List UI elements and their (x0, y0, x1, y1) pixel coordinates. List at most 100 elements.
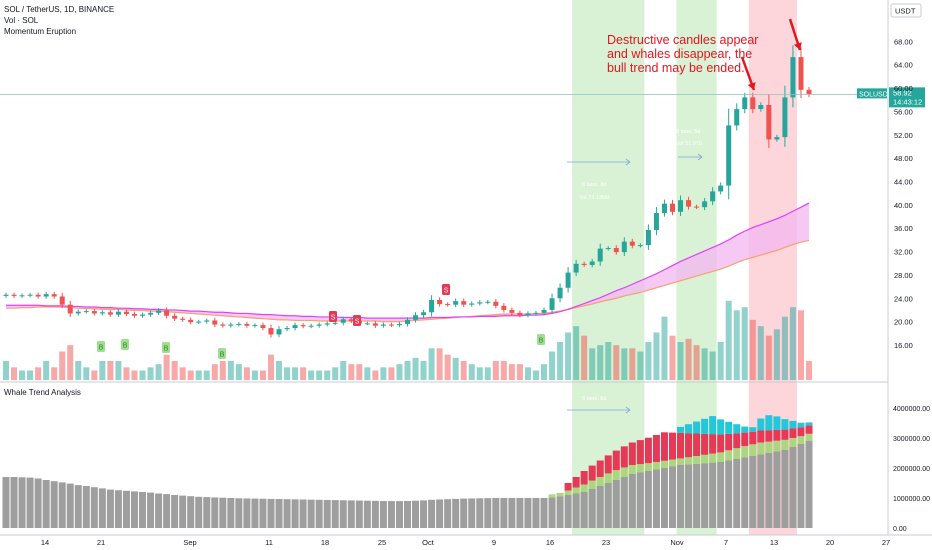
whale-bar-base (267, 498, 275, 528)
whale-bar-cyan (685, 424, 693, 434)
volume-bar (316, 370, 323, 380)
whale-bar-base (106, 489, 114, 528)
whale-bar-base (540, 498, 548, 528)
whale-bar-base (805, 441, 813, 528)
time-tick-label: Nov (670, 538, 684, 547)
volume-bar (396, 364, 403, 380)
candle-body (228, 324, 234, 326)
buy-marker (218, 348, 226, 359)
time-tick-label: Oct (422, 538, 435, 547)
whale-bar-base (243, 498, 251, 528)
candle-body (517, 312, 523, 316)
measure-lower-bars: 8 bars, 8d (582, 396, 606, 402)
price-tick-label: 64.00 (894, 61, 913, 70)
whale-bar-base (235, 498, 243, 528)
candle-body (59, 296, 65, 305)
whale-bar-green (765, 441, 773, 453)
candle-body (461, 301, 467, 305)
volume-bar (781, 316, 788, 380)
whale-bar-base (347, 500, 355, 528)
whale-bar-red (580, 471, 588, 485)
whale-bar-base (10, 477, 18, 528)
volume-bar (452, 357, 459, 380)
sell-marker (329, 311, 337, 322)
volume-bar (267, 354, 274, 380)
whale-bar-base (163, 494, 171, 528)
whale-bar-red (628, 442, 636, 465)
candle-body (742, 97, 748, 110)
volume-bar (163, 354, 170, 380)
whale-bar-base (580, 492, 588, 528)
time-tick-label: 18 (321, 538, 329, 547)
candle-body (172, 315, 178, 319)
volume-bar (725, 300, 732, 380)
candle-body (332, 322, 338, 324)
whale-bar-cyan (749, 427, 757, 432)
candle-body (19, 295, 25, 297)
volume-bar (259, 370, 266, 380)
volume-bar (460, 361, 467, 380)
candle-body (726, 125, 732, 186)
measure-right-head (697, 153, 703, 161)
candle-body (694, 206, 700, 208)
volume-bar (67, 345, 74, 380)
price-tick-label: 68.00 (894, 37, 913, 46)
volume-bar (219, 361, 226, 380)
volume-bar (581, 335, 588, 380)
volume-bar (693, 345, 700, 380)
whale-bar-base (548, 497, 556, 528)
buy-marker (121, 339, 129, 350)
volume-bar (621, 348, 628, 380)
whale-bar-green (580, 484, 588, 492)
volume-bar (380, 367, 387, 380)
candle-body (348, 319, 354, 322)
candle-body (188, 319, 194, 323)
whale-bar-red (685, 433, 693, 458)
candle-body (43, 294, 49, 297)
volume-bar (765, 335, 772, 380)
whale-bar-base (757, 454, 765, 528)
candle-body (557, 287, 563, 299)
candle-body (766, 104, 772, 140)
price-tick-label: 32.00 (894, 248, 913, 257)
volume-bar (806, 361, 812, 380)
whale-bar-base (187, 496, 195, 528)
candle-body (645, 229, 651, 246)
whale-bar-base (436, 499, 444, 528)
volume-bar (637, 351, 644, 380)
whale-bar-base (444, 499, 452, 528)
volume-bar (468, 364, 475, 380)
candle-body (3, 294, 9, 296)
whale-bar-cyan (709, 416, 717, 435)
candle-body (750, 97, 756, 110)
candle-body (758, 104, 764, 110)
whale-bar-red (564, 483, 572, 491)
candle-body (212, 320, 218, 325)
whale-bar-base (492, 498, 500, 528)
whale-bar-green (572, 487, 580, 494)
candle-body (308, 325, 314, 327)
volume-bar (613, 345, 620, 380)
whale-bar-base (259, 498, 267, 528)
time-tick-label: 13 (770, 538, 778, 547)
candle-body (605, 248, 611, 250)
candle-body (485, 301, 491, 303)
candle-body (806, 89, 812, 95)
time-tick-label: 7 (724, 538, 728, 547)
whale-bar-base (468, 498, 476, 528)
whale-bar-base (203, 497, 211, 528)
volume-bar (428, 348, 435, 380)
whale-bar-base (90, 487, 98, 528)
volume-bar (484, 367, 491, 380)
volume-bar (11, 367, 18, 380)
whale-bar-base (130, 491, 138, 528)
whale-bar-base (299, 499, 307, 528)
candle-body (429, 300, 435, 313)
candle-body (123, 311, 129, 315)
volume-bar (243, 367, 250, 380)
volume-bar (605, 342, 612, 380)
whale-bar-base (644, 471, 652, 528)
whale-bar-base (339, 500, 347, 528)
candle-body (573, 263, 579, 273)
candle-body (613, 248, 619, 253)
